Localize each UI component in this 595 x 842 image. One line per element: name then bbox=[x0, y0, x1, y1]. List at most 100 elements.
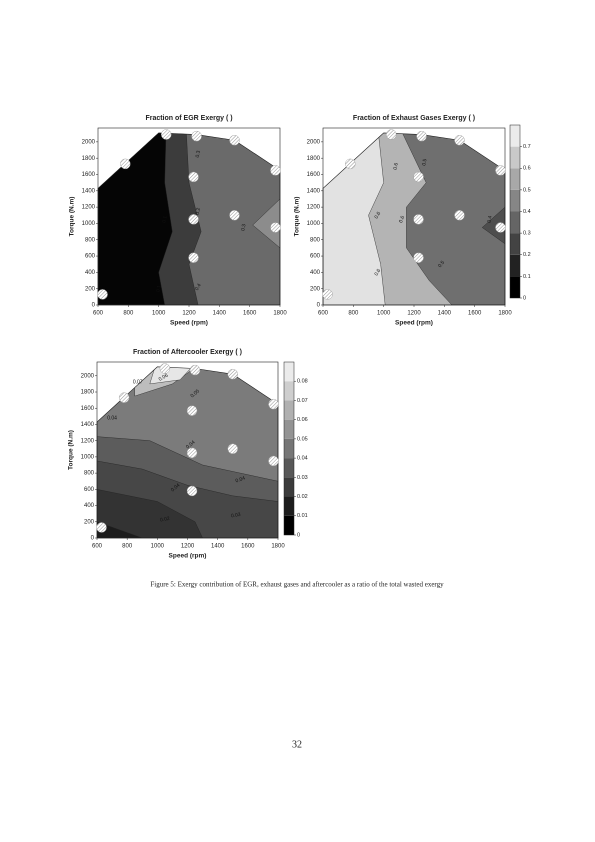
bands bbox=[97, 366, 278, 538]
contour-label: 0.2 bbox=[195, 207, 202, 215]
x-tick-label: 600 bbox=[92, 544, 103, 550]
y-tick-label: 1000 bbox=[82, 221, 96, 227]
x-tick-label: 1200 bbox=[407, 311, 421, 317]
y-tick-label: 600 bbox=[85, 254, 96, 260]
y-tick-label: 800 bbox=[84, 471, 95, 477]
y-tick-label: 1200 bbox=[81, 438, 95, 444]
colorbar-segment bbox=[284, 477, 294, 497]
caption: Figure 5: Exergy contribution of EGR, ex… bbox=[150, 581, 444, 589]
x-tick-label: 1000 bbox=[377, 311, 391, 317]
y-tick-label: 400 bbox=[85, 270, 96, 276]
x-axis-label: Speed (rpm) bbox=[170, 320, 208, 327]
data-point-marker bbox=[413, 252, 424, 263]
contour-label: 0.6 bbox=[398, 215, 406, 224]
contour-label: 0.5 bbox=[421, 158, 428, 166]
contour-label: 0.06 bbox=[158, 373, 170, 383]
x-tick-label: 1400 bbox=[211, 544, 225, 550]
contour-label: 0.07 bbox=[133, 380, 143, 386]
colorbar-tick-label: 0.05 bbox=[297, 436, 308, 442]
data-point-marker bbox=[188, 171, 199, 183]
x-tick-label: 1400 bbox=[438, 311, 452, 317]
y-tick-label: 2000 bbox=[307, 139, 321, 145]
plot-title: Fraction of Exhaust Gases Exergy ( ) bbox=[353, 115, 475, 122]
colorbar-segment bbox=[510, 189, 520, 212]
x-tick-label: 1800 bbox=[273, 311, 287, 317]
data-point-marker bbox=[186, 405, 198, 416]
data-point-marker bbox=[161, 129, 172, 140]
y-tick-label: 0 bbox=[92, 303, 96, 309]
data-point-marker bbox=[413, 171, 424, 183]
contour-label: 0.04 bbox=[107, 415, 117, 421]
y-tick-label: 1400 bbox=[82, 188, 96, 194]
data-point-marker bbox=[229, 135, 240, 146]
y-tick-label: 1600 bbox=[82, 172, 96, 178]
bands bbox=[323, 132, 505, 305]
data-point-marker bbox=[191, 130, 202, 142]
colorbar-tick-label: 0.01 bbox=[297, 513, 308, 519]
x-tick-label: 1800 bbox=[498, 311, 512, 317]
y-axis-label: Torque (N.m) bbox=[68, 430, 75, 470]
data-point-marker bbox=[322, 289, 333, 300]
data-point-marker bbox=[229, 210, 240, 221]
colorbar-segment bbox=[284, 496, 294, 516]
y-tick-label: 1200 bbox=[82, 205, 96, 211]
colorbar-segment bbox=[284, 438, 294, 459]
contour-label: 0.05 bbox=[190, 388, 201, 399]
data-point-marker bbox=[186, 447, 198, 459]
y-tick-label: 1200 bbox=[307, 205, 321, 211]
data-point-marker bbox=[495, 222, 506, 233]
colorbar-tick-label: 0.6 bbox=[523, 166, 531, 172]
colorbar-tick-label: 0.4 bbox=[523, 209, 531, 215]
x-tick-label: 800 bbox=[123, 311, 134, 317]
contour-label: 0.03 bbox=[231, 512, 242, 520]
y-tick-label: 800 bbox=[85, 237, 96, 243]
colorbar-frame bbox=[283, 361, 295, 536]
colorbar-tick-label: 0.06 bbox=[297, 417, 308, 423]
contour-label: 0.1 bbox=[155, 285, 162, 293]
data-point-marker bbox=[186, 485, 198, 497]
y-tick-label: 1800 bbox=[307, 156, 321, 162]
colorbar-segment bbox=[510, 146, 520, 169]
contour-label: 0.6 bbox=[393, 162, 400, 170]
data-point-marker bbox=[120, 158, 131, 170]
x-tick-label: 1600 bbox=[241, 544, 255, 550]
x-tick-label: 1400 bbox=[213, 311, 227, 317]
contour-label: 0.3 bbox=[240, 223, 247, 231]
data-point-marker bbox=[270, 165, 281, 176]
colorbar-segment bbox=[510, 168, 520, 190]
y-tick-label: 0 bbox=[317, 303, 321, 309]
contour-label: 0.4 bbox=[487, 215, 494, 223]
contour-band bbox=[252, 198, 280, 249]
data-point-marker bbox=[268, 455, 279, 467]
y-tick-label: 2000 bbox=[81, 373, 95, 379]
x-tick-label: 800 bbox=[348, 311, 359, 317]
y-tick-label: 1600 bbox=[81, 406, 95, 412]
colorbar-segment bbox=[284, 400, 294, 420]
y-tick-label: 1800 bbox=[82, 156, 96, 162]
data-point-marker bbox=[189, 364, 201, 376]
colorbar-segment bbox=[510, 233, 520, 255]
colorbar-tick-label: 0.3 bbox=[523, 231, 531, 237]
data-point-marker bbox=[413, 214, 424, 225]
colorbar-tick-label: 0.04 bbox=[297, 456, 308, 462]
x-tick-label: 1600 bbox=[468, 311, 482, 317]
data-point-marker bbox=[97, 289, 108, 300]
contour-band bbox=[481, 206, 505, 245]
data-point-marker bbox=[270, 222, 281, 233]
x-tick-label: 1600 bbox=[243, 311, 257, 317]
colorbar-tick-label: 0.5 bbox=[523, 187, 531, 193]
y-tick-label: 800 bbox=[310, 237, 321, 243]
y-axis-label: Torque (N.m) bbox=[69, 197, 76, 237]
colorbar-segment bbox=[284, 515, 294, 535]
x-tick-label: 1800 bbox=[271, 544, 285, 550]
x-tick-label: 1000 bbox=[152, 311, 166, 317]
y-axis-label: Torque (N.m) bbox=[294, 197, 301, 237]
contour-label: 0.1 bbox=[161, 215, 168, 223]
x-tick-label: 800 bbox=[122, 544, 133, 550]
data-point-marker bbox=[386, 129, 397, 140]
y-tick-label: 1600 bbox=[307, 172, 321, 178]
x-tick-label: 600 bbox=[318, 311, 329, 317]
colorbar-segment bbox=[510, 276, 520, 298]
contour-label: 0.5 bbox=[437, 260, 446, 269]
